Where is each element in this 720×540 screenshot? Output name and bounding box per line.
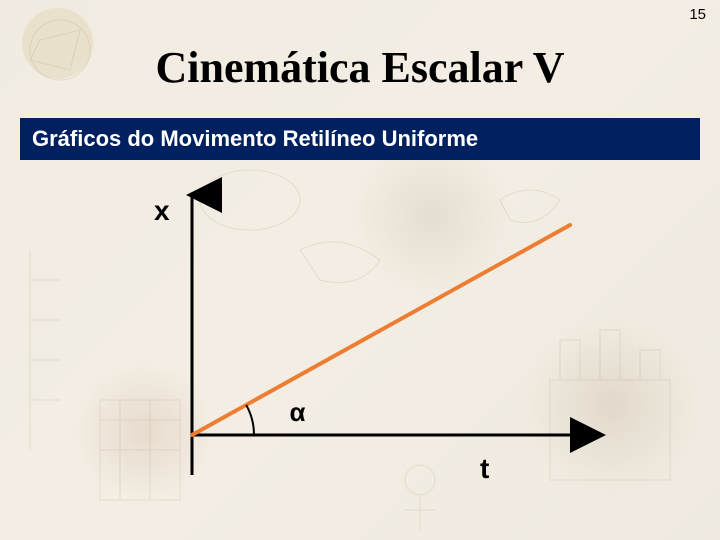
y-axis-label: x bbox=[154, 195, 170, 227]
angle-label: α bbox=[289, 397, 305, 428]
position-time-chart: x t α bbox=[80, 175, 640, 515]
subtitle-bar: Gráficos do Movimento Retilíneo Uniforme bbox=[20, 118, 700, 160]
slide-number: 15 bbox=[689, 6, 706, 23]
x-axis-label: t bbox=[480, 453, 489, 485]
subtitle-text: Gráficos do Movimento Retilíneo Uniforme bbox=[32, 126, 478, 152]
page-title: Cinemática Escalar V bbox=[0, 42, 720, 93]
